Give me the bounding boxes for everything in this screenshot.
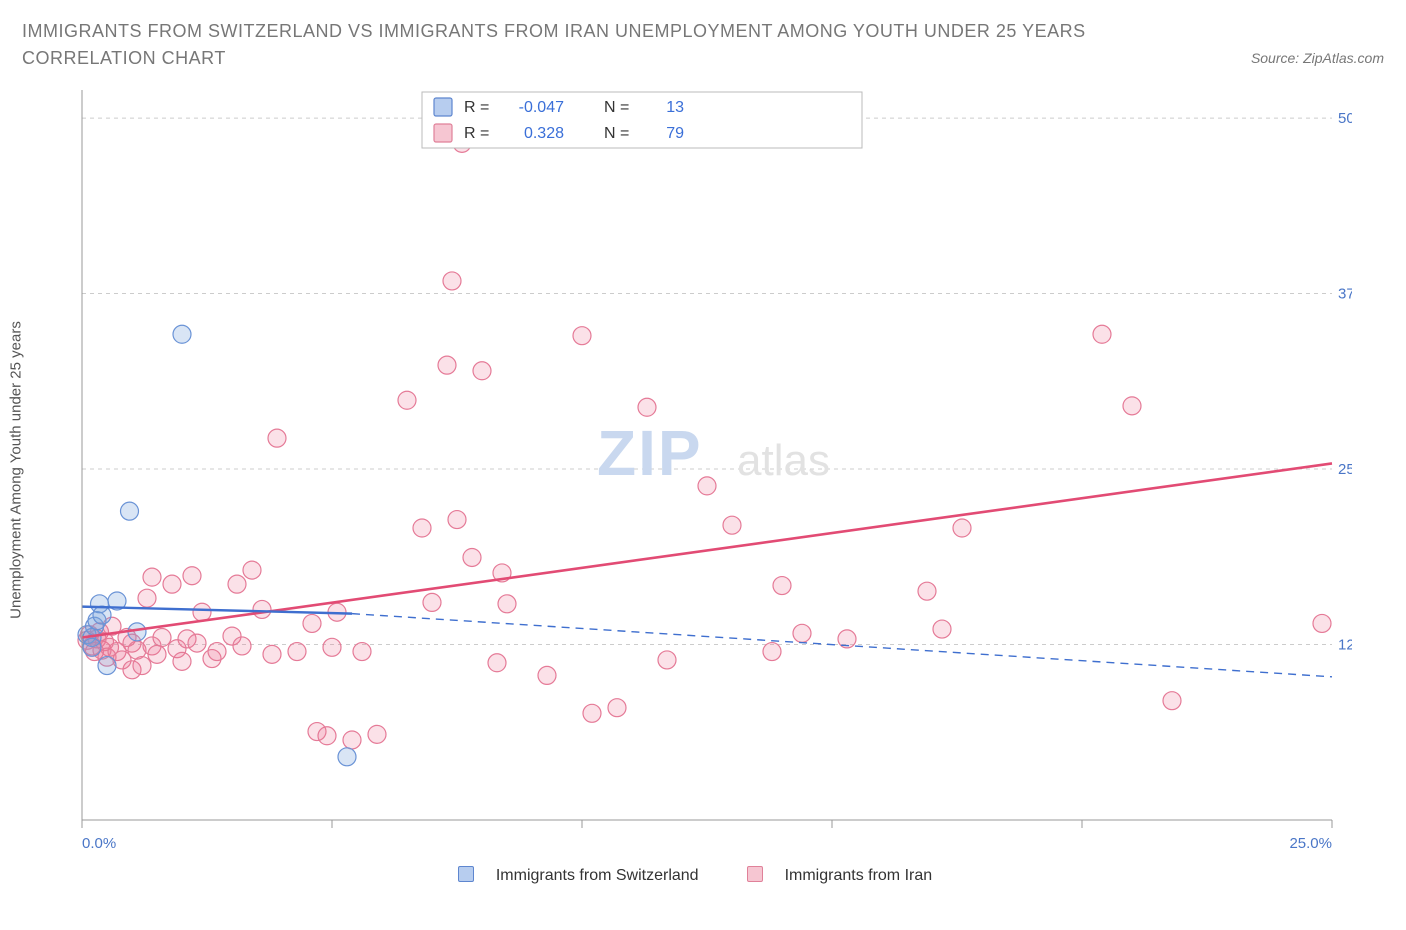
data-point <box>413 519 431 537</box>
data-point <box>343 731 361 749</box>
legend-n-value: 79 <box>666 125 684 142</box>
data-point <box>368 725 386 743</box>
data-point <box>228 575 246 593</box>
legend-n-value: 13 <box>666 99 684 116</box>
data-point <box>538 666 556 684</box>
y-tick-label: 50.0% <box>1338 110 1352 127</box>
y-tick-label: 25.0% <box>1338 461 1352 478</box>
data-point <box>183 567 201 585</box>
data-point <box>83 638 101 656</box>
chart-title: IMMIGRANTS FROM SWITZERLAND VS IMMIGRANT… <box>22 18 1122 72</box>
data-point <box>323 638 341 656</box>
data-point <box>243 561 261 579</box>
x-tick-label: 0.0% <box>82 835 116 852</box>
data-point <box>318 727 336 745</box>
bottom-legend: Immigrants from Switzerland Immigrants fr… <box>22 866 1384 885</box>
data-point <box>933 620 951 638</box>
data-point <box>353 643 371 661</box>
watermark: ZIP <box>597 417 703 489</box>
data-point <box>288 643 306 661</box>
data-point <box>498 595 516 613</box>
data-point <box>698 477 716 495</box>
data-point <box>188 634 206 652</box>
data-point <box>338 748 356 766</box>
data-point <box>443 272 461 290</box>
legend-n-label: N = <box>604 125 629 142</box>
bottom-legend-item: Immigrants from Iran <box>747 867 949 884</box>
data-point <box>638 398 656 416</box>
legend-series-name: Immigrants from Switzerland <box>496 867 699 884</box>
legend-r-label: R = <box>464 125 489 142</box>
data-point <box>173 325 191 343</box>
data-point <box>793 624 811 642</box>
data-point <box>658 651 676 669</box>
correlation-scatter-chart: 12.5% 25.0% 37.5% 50.0% ZIP atlas 0.0% 25.0% R =… <box>22 80 1352 860</box>
y-tick-label: 37.5% <box>1338 286 1352 303</box>
data-point <box>763 643 781 661</box>
data-point <box>1163 692 1181 710</box>
legend-swatch <box>458 866 474 882</box>
data-point <box>233 637 251 655</box>
legend-series-name: Immigrants from Iran <box>785 867 933 884</box>
data-point <box>423 593 441 611</box>
data-point <box>208 643 226 661</box>
legend-r-value: 0.328 <box>524 125 564 142</box>
legend-n-label: N = <box>604 99 629 116</box>
data-point <box>1123 397 1141 415</box>
data-point <box>268 429 286 447</box>
x-tick-label: 25.0% <box>1289 835 1332 852</box>
data-point <box>723 516 741 534</box>
data-point <box>153 629 171 647</box>
y-tick-label: 12.5% <box>1338 637 1352 654</box>
watermark: atlas <box>737 436 830 485</box>
data-point <box>253 600 271 618</box>
data-point <box>573 327 591 345</box>
data-point <box>918 582 936 600</box>
data-point <box>121 502 139 520</box>
data-point <box>463 548 481 566</box>
data-point <box>193 603 211 621</box>
data-point <box>773 577 791 595</box>
data-point <box>1093 325 1111 343</box>
data-point <box>608 699 626 717</box>
legend-r-label: R = <box>464 99 489 116</box>
legend-r-value: -0.047 <box>519 99 564 116</box>
data-point <box>583 704 601 722</box>
data-point <box>448 511 466 529</box>
data-point <box>398 391 416 409</box>
data-point <box>473 362 491 380</box>
data-point <box>1313 614 1331 632</box>
data-point <box>98 657 116 675</box>
data-point <box>133 657 151 675</box>
data-point <box>263 645 281 663</box>
bottom-legend-item: Immigrants from Switzerland <box>458 867 715 884</box>
legend-swatch <box>434 124 452 142</box>
data-point <box>438 356 456 374</box>
source-attribution: Source: ZipAtlas.com <box>1251 50 1384 72</box>
data-point <box>148 645 166 663</box>
data-point <box>173 652 191 670</box>
data-point <box>163 575 181 593</box>
legend-swatch <box>747 866 763 882</box>
data-point <box>143 568 161 586</box>
legend-swatch <box>434 98 452 116</box>
data-point <box>138 589 156 607</box>
data-point <box>953 519 971 537</box>
data-point <box>93 606 111 624</box>
data-point <box>488 654 506 672</box>
y-axis-label: Unemployment Among Youth under 25 years <box>8 321 25 619</box>
trend-line <box>82 607 352 614</box>
data-point <box>303 614 321 632</box>
